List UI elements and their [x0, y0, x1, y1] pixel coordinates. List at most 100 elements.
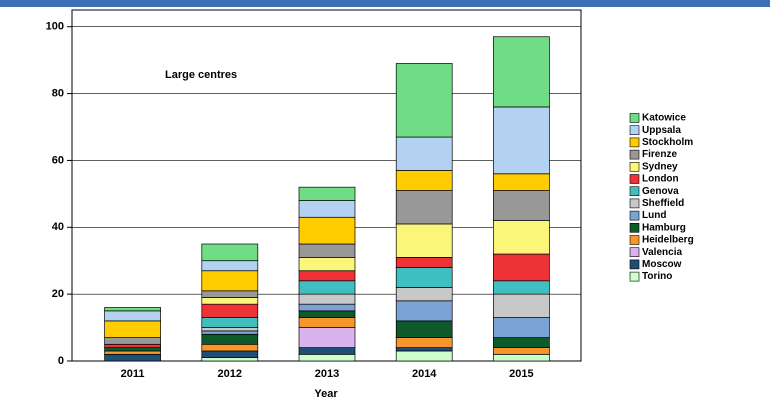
bar-segment — [298, 216, 356, 245]
bar-segment — [493, 347, 550, 355]
legend-swatch — [629, 149, 640, 160]
bar-segment — [493, 106, 550, 175]
bar-segment — [298, 270, 356, 282]
bar-segment — [395, 350, 453, 362]
legend-label: Uppsala — [642, 125, 681, 136]
bar-segment — [298, 310, 356, 318]
bar-segment — [201, 303, 259, 318]
legend-swatch — [629, 162, 640, 172]
y-tick-label: 80 — [52, 87, 64, 99]
bar-segment — [298, 347, 356, 355]
bar-segment — [395, 337, 453, 348]
bar-segment — [104, 310, 161, 322]
bar-segment — [395, 257, 453, 268]
x-tick-label: 2011 — [121, 368, 145, 380]
bar-segment — [298, 257, 356, 272]
bar-segment — [395, 170, 453, 191]
bar-segment — [201, 330, 259, 335]
bar-segment — [395, 320, 453, 338]
y-tick-label: 20 — [52, 288, 64, 300]
legend-label: Lund — [642, 210, 666, 221]
bar-segment — [493, 173, 550, 191]
bar-segment — [104, 350, 161, 355]
bar-segment — [201, 333, 259, 345]
x-axis-label: Year — [314, 388, 338, 400]
bar-segment — [298, 293, 356, 305]
bar-segment — [493, 36, 550, 108]
legend-swatch — [629, 113, 640, 123]
x-tick-label: 2014 — [412, 368, 437, 380]
bar-segment — [395, 223, 453, 258]
bar-segment — [395, 287, 453, 302]
x-tick-label: 2012 — [218, 368, 242, 380]
bar-segment — [104, 347, 161, 352]
bar-segment — [298, 327, 356, 348]
legend-label: Genova — [642, 186, 679, 197]
bar-segment — [104, 353, 161, 362]
y-tick-label: 100 — [46, 21, 64, 33]
legend-label: Katowice — [642, 113, 686, 124]
bar-segment — [298, 243, 356, 258]
legend-swatch — [629, 210, 640, 221]
legend-label: Firenze — [642, 149, 677, 160]
y-tick-label: 0 — [58, 355, 64, 367]
bar-segment — [493, 317, 550, 338]
bar-segment — [493, 220, 550, 255]
legend-swatch — [629, 223, 640, 233]
bar-segment — [104, 307, 161, 312]
bar-segment — [298, 186, 356, 201]
bar-segment — [201, 243, 259, 262]
bar-segment — [201, 297, 259, 305]
bar-segment — [493, 190, 550, 221]
legend-swatch — [629, 247, 640, 257]
y-tick-label: 60 — [52, 154, 64, 166]
legend-swatch — [629, 137, 640, 148]
bar-segment — [493, 293, 550, 318]
bar-segment — [395, 190, 453, 225]
bar-segment — [201, 327, 259, 332]
bar-segment — [298, 353, 356, 362]
x-tick-label: 2013 — [315, 368, 339, 380]
header-band — [0, 0, 770, 7]
bar-segment — [493, 353, 550, 362]
bar-segment — [104, 337, 161, 345]
y-tick-label: 40 — [52, 221, 64, 233]
legend-label: Stockholm — [642, 137, 693, 148]
bar-segment — [493, 337, 550, 348]
legend-label: Moscow — [642, 259, 682, 270]
bar-segment — [201, 317, 259, 328]
bar-segment — [104, 320, 161, 338]
bar-segment — [493, 280, 550, 295]
x-tick-label: 2015 — [509, 368, 533, 380]
bar-segment — [201, 357, 259, 362]
legend-swatch — [629, 259, 640, 270]
legend-swatch — [629, 198, 640, 209]
bar-segment — [298, 303, 356, 312]
legend-label: Heidelberg — [642, 235, 694, 246]
bar-segment — [201, 260, 259, 272]
legend-swatch — [629, 235, 640, 245]
legend-swatch — [629, 174, 640, 184]
legend-swatch — [629, 271, 640, 282]
bar-segment — [201, 290, 259, 298]
bar-segment — [298, 200, 356, 218]
bar-segment — [395, 136, 453, 171]
legend-swatch — [629, 125, 640, 135]
legend-label: Valencia — [642, 247, 682, 258]
bar-segment — [395, 347, 453, 352]
bar-segment — [298, 317, 356, 328]
bar-segment — [395, 300, 453, 322]
bar-segment — [201, 270, 259, 292]
legend-label: Hamburg — [642, 222, 686, 233]
annotation: Large centres — [165, 69, 237, 81]
bar-segment — [104, 343, 161, 348]
bar-segment — [395, 63, 453, 138]
legend-label: Sydney — [642, 161, 678, 172]
legend-swatch — [629, 186, 640, 196]
bar-segment — [201, 350, 259, 359]
bar-segment — [298, 280, 356, 295]
legend-label: Torino — [642, 271, 672, 282]
legend-label: Sheffield — [642, 198, 684, 209]
bar-segment — [493, 253, 550, 282]
